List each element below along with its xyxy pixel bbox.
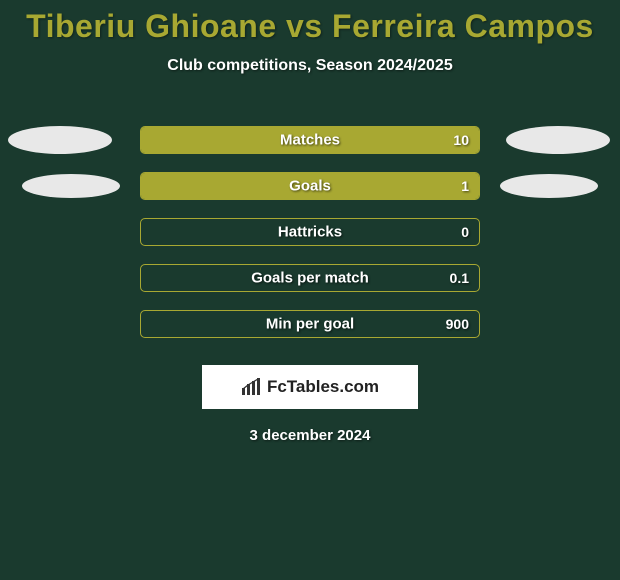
date-line: 3 december 2024	[0, 427, 620, 444]
page-title: Tiberiu Ghioane vs Ferreira Campos	[0, 8, 620, 45]
stat-value: 0	[461, 224, 469, 240]
player-left-marker	[8, 126, 112, 154]
stat-bar: Goals per match 0.1	[140, 264, 480, 292]
bar-chart-icon	[241, 378, 263, 396]
stat-row: Goals per match 0.1	[0, 255, 620, 301]
player-right-marker	[500, 174, 598, 198]
stat-value: 10	[453, 132, 469, 148]
stat-bar: Goals 1	[140, 172, 480, 200]
stat-label: Goals per match	[251, 270, 369, 287]
branding-box[interactable]: FcTables.com	[202, 365, 418, 409]
stat-bar: Min per goal 900	[140, 310, 480, 338]
stat-value: 900	[446, 316, 469, 332]
player-right-marker	[506, 126, 610, 154]
stat-bar: Hattricks 0	[140, 218, 480, 246]
page-subtitle: Club competitions, Season 2024/2025	[0, 57, 620, 75]
stat-label: Matches	[280, 132, 340, 149]
stat-value: 0.1	[450, 270, 469, 286]
stat-label: Goals	[289, 178, 331, 195]
stat-label: Hattricks	[278, 224, 342, 241]
comparison-widget: Tiberiu Ghioane vs Ferreira Campos Club …	[0, 0, 620, 444]
stat-row: Matches 10	[0, 117, 620, 163]
branding-inner: FcTables.com	[241, 377, 379, 397]
branding-text: FcTables.com	[267, 377, 379, 397]
stats-area: Matches 10 Goals 1 Hattricks 0 Goals per match…	[0, 117, 620, 347]
stat-row: Goals 1	[0, 163, 620, 209]
stat-row: Hattricks 0	[0, 209, 620, 255]
stat-row: Min per goal 900	[0, 301, 620, 347]
stat-value: 1	[461, 178, 469, 194]
stat-label: Min per goal	[266, 316, 354, 333]
stat-bar: Matches 10	[140, 126, 480, 154]
player-left-marker	[22, 174, 120, 198]
